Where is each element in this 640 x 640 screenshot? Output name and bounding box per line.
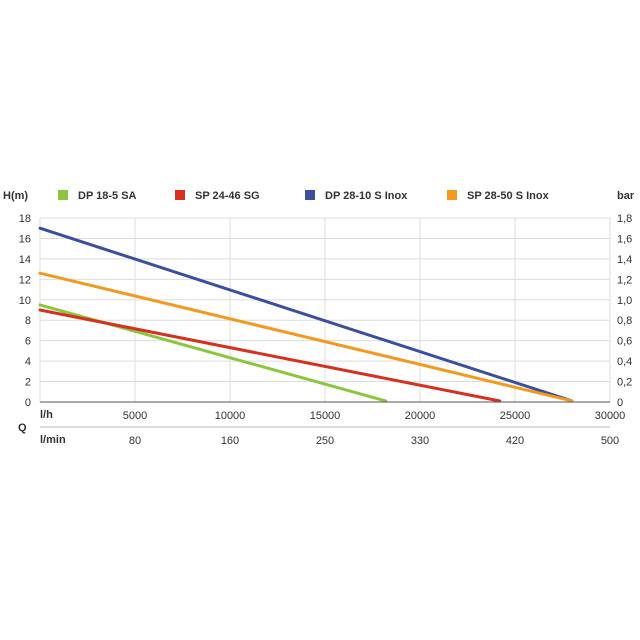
x2-tick-label: 420 [506,435,524,447]
y-tick-label: 10 [19,295,31,307]
legend-swatch [58,190,68,200]
y2-axis-ticks: 0 0,2 0,4 0,6 0,8 1,0 1,2 1,4 1,6 1,8 [617,213,632,409]
x2-tick-label: 250 [316,435,334,447]
series-line [38,308,502,403]
x-tick-label: 20000 [405,410,436,422]
x-tick-label: 15000 [310,410,341,422]
grid [39,217,611,402]
y-tick-label: 14 [19,254,31,266]
y2-tick-label: 1,8 [617,213,632,225]
y2-tick-label: 0,2 [617,377,632,389]
y2-tick-label: 1,2 [617,274,632,286]
x-tick-label: 10000 [215,410,246,422]
y2-tick-label: 0,8 [617,315,632,327]
x-tick-label: 25000 [500,410,531,422]
y2-tick-label: 0,4 [617,356,632,368]
y2-tick-label: 1,0 [617,295,632,307]
y2-tick-label: 0,6 [617,336,632,348]
x-axis-title-lmin: l/min [40,434,66,446]
legend-label: SP 24-46 SG [195,190,260,202]
x2-tick-label: 330 [411,435,429,447]
x-tick-label: 30000 [595,410,626,422]
series-lines [38,226,574,403]
y-tick-label: 16 [19,233,31,245]
y-tick-label: 0 [25,397,31,409]
q-label: Q [18,422,27,434]
y-axis-title: H(m) [3,190,28,202]
y2-tick-label: 1,6 [617,233,632,245]
series-line [38,226,574,403]
x2-tick-label: 80 [129,435,141,447]
y-tick-label: 4 [25,356,31,368]
x2-axis-ticks: 80 160 250 330 420 500 [129,435,619,447]
legend: DP 18-5 SA SP 24-46 SG DP 28-10 S Inox SP 2… [58,190,550,202]
legend-label: DP 18-5 SA [78,190,137,202]
x2-tick-label: 500 [601,435,619,447]
series-line [38,271,574,403]
y-tick-label: 8 [25,315,31,327]
legend-label: SP 28-50 S Inox [467,190,550,202]
legend-swatch [305,190,315,200]
legend-label: DP 28-10 S Inox [325,190,408,202]
legend-swatch [447,190,457,200]
x2-tick-label: 160 [221,435,239,447]
y-tick-label: 18 [19,213,31,225]
x-axis-ticks: 5000 10000 15000 20000 25000 30000 [123,410,626,422]
y-axis-ticks: 0 2 4 6 8 10 12 14 16 18 [19,213,31,409]
x-axis-title-lh: l/h [40,409,53,421]
y2-tick-label: 1,4 [617,254,632,266]
y-tick-label: 12 [19,274,31,286]
y-tick-label: 6 [25,336,31,348]
y2-axis-title: bar [617,190,635,202]
y2-tick-label: 0 [617,397,623,409]
x-tick-label: 5000 [123,410,147,422]
y-tick-label: 2 [25,377,31,389]
legend-swatch [175,190,185,200]
